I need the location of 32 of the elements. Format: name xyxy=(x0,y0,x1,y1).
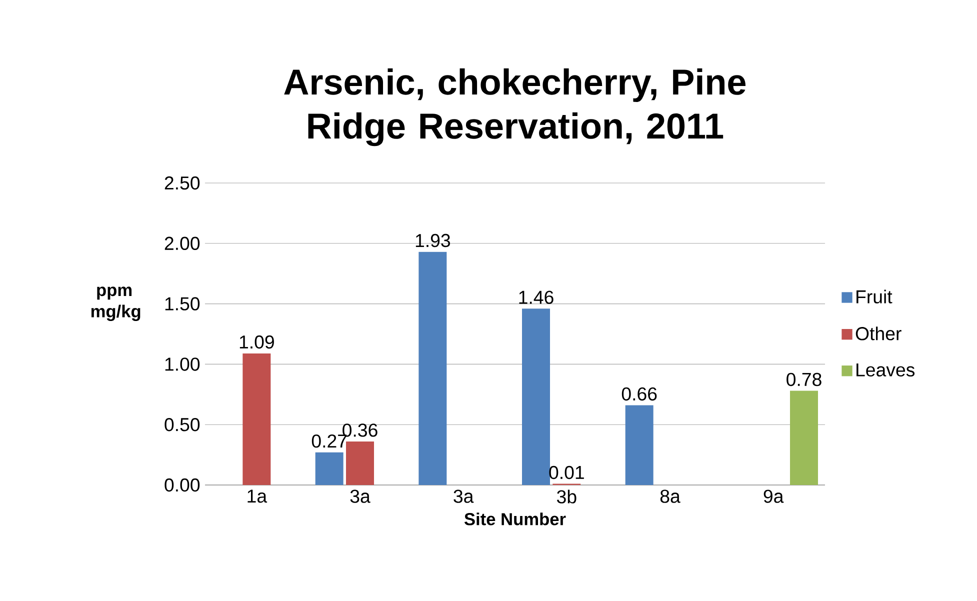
legend-label: Other xyxy=(856,326,902,340)
chart-title: Arsenic, chokecherry, Pine Ridge Reservation, 2011 xyxy=(284,68,746,146)
y-tick-label: 2.50 xyxy=(164,176,200,190)
bar xyxy=(346,442,374,485)
data-label: 1.09 xyxy=(240,335,274,349)
y-tick-label: 1.50 xyxy=(165,297,200,310)
bar xyxy=(242,353,271,485)
bar xyxy=(625,405,654,485)
data-label: 0.36 xyxy=(342,424,378,437)
y-tick-label: 0.50 xyxy=(164,418,200,432)
bar xyxy=(315,452,344,485)
x-tick-label: 3a xyxy=(454,490,474,503)
x-axis-title: Site Number xyxy=(464,512,566,526)
data-label: 1.46 xyxy=(519,290,554,304)
data-label: 0.78 xyxy=(786,372,822,386)
y-tick-label: 0.00 xyxy=(164,478,200,492)
y-axis-title: ppm mg/kg xyxy=(91,286,140,321)
y-tick-label: 2.00 xyxy=(164,236,200,250)
x-tick-label: 9a xyxy=(764,490,784,503)
legend-label: Fruit xyxy=(856,290,892,304)
data-label: 0.66 xyxy=(622,387,657,401)
y-tick-label: 1.00 xyxy=(165,358,200,371)
data-label: 1.93 xyxy=(416,234,450,248)
x-tick-label: 8a xyxy=(660,490,680,503)
bar xyxy=(418,252,447,485)
x-tick-label: 3a xyxy=(350,490,370,503)
legend-label: Leaves xyxy=(856,363,915,376)
bar xyxy=(522,308,550,485)
data-label: 0.27 xyxy=(312,434,347,448)
x-tick-label: 1a xyxy=(248,490,268,503)
x-tick-label: 3b xyxy=(557,490,576,504)
bar xyxy=(790,390,818,485)
